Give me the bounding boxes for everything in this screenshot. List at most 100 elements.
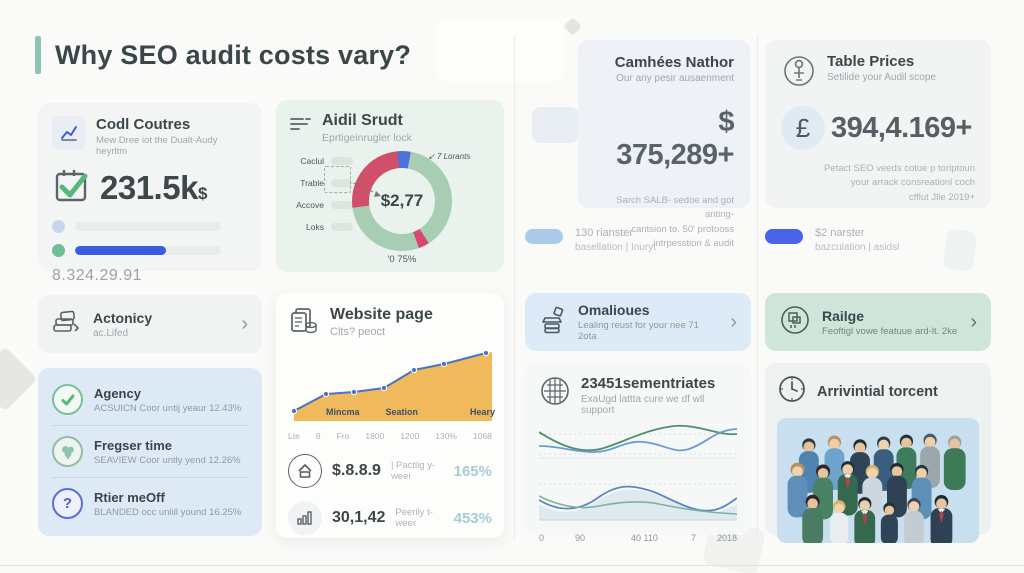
house-icon <box>288 454 322 488</box>
bullet-dot <box>52 244 65 257</box>
dashed-callout-box <box>324 166 351 193</box>
stat-percent: 165% <box>453 462 492 480</box>
stacked-boxes-icon <box>539 306 567 339</box>
x-tick: 2018 <box>716 533 737 543</box>
factor-title: Agency <box>94 385 141 401</box>
list-item-rtier[interactable]: ? Rtier meOff BLANDED occ unlill yound 1… <box>52 478 248 529</box>
column-divider <box>757 36 758 540</box>
area-chart-annotations: Mincma Seation Heary <box>288 407 496 417</box>
donut-legend: Caclul Trable Accove Loks <box>290 156 353 244</box>
x-axis-ticks: Lte 8 Fro 1800 1200 130% 1068 <box>288 431 492 441</box>
stat-line1: $2 narster <box>815 227 865 239</box>
cost-card: Codl Coutres Mew Dree iot the Dualt-Audy… <box>38 103 262 284</box>
x-tick: 0 <box>539 533 545 543</box>
line-chart-icon <box>52 116 86 150</box>
cost-card-title: Codl Coutres <box>96 116 191 133</box>
dashed-arrow <box>352 181 381 197</box>
cost-value: 231.5k$ <box>100 168 207 206</box>
area-chart-svg <box>290 349 492 421</box>
clock-icon <box>777 374 807 409</box>
x-tick: 1200 <box>400 431 420 441</box>
audit-chart-card: Aidil Srudt Eprtigeinrugler lock Caclul … <box>276 100 504 272</box>
documents-icon <box>288 306 320 343</box>
price-card-subtitle: Setilide your Audil scope <box>827 72 936 83</box>
legend-pill <box>331 179 353 187</box>
factor-desc: ACSUICN Coor untij yeaur 12.43% <box>94 402 242 414</box>
cost-card-subtitle: Mew Dree iot the Dualt-Audy heyrltm <box>96 135 218 157</box>
donut-center: $2,77 <box>369 168 435 234</box>
x-tick: 8 <box>315 431 321 441</box>
stat-label: Peerily t-weer <box>395 507 433 529</box>
gauge-icon <box>781 53 817 94</box>
stat-line1: 130 rianster <box>575 227 634 239</box>
railge-title: Railge <box>822 307 865 324</box>
legend-label: Accove <box>296 200 324 210</box>
chevron-right-icon[interactable]: › <box>730 311 737 333</box>
metrics-x-ticks: 0 90 40 110 7 2018 <box>539 533 737 543</box>
stat-line2: basellation | Inuryt <box>575 242 656 253</box>
list-item-fregser[interactable]: Fregser time SEAVIEW Coor untly yend 12.… <box>52 426 248 477</box>
chevron-right-icon[interactable]: › <box>241 313 248 335</box>
pound-icon: £ <box>781 106 825 150</box>
price-card: Table Prices Setilide your Audil scope £… <box>765 40 991 208</box>
assessment-title: Camhées Nathor <box>614 54 734 71</box>
calendar-check-icon <box>52 166 92 209</box>
progress-fill <box>75 246 166 255</box>
legend-label: Loks <box>306 222 324 232</box>
assessment-body: Sarch SALB- sedoe and got anting- cantsi… <box>616 195 734 249</box>
legend-pill <box>331 201 353 209</box>
website-card-title: Website page <box>330 306 433 323</box>
x-tick: 40 110 <box>630 533 658 543</box>
chevron-right-icon[interactable]: › <box>970 311 977 333</box>
area-chart: Mincma Seation Heary <box>288 349 496 428</box>
title-accent-bar <box>35 36 41 74</box>
globe-grid-icon <box>539 375 571 412</box>
website-stat-row: $.8.8.9 | Pactlig y-weei 165% <box>288 454 492 488</box>
stat-line2: bazculation | asidsl <box>815 242 900 253</box>
page-header: Why SEO audit costs vary? <box>35 36 411 74</box>
list-divider <box>52 477 248 478</box>
actonicy-card[interactable]: Actonicy ac.Lifed › <box>38 295 262 353</box>
donut-center-value: $2,77 <box>380 191 424 210</box>
x-tick: 90 <box>575 533 586 543</box>
line-chart-svg <box>538 424 738 521</box>
x-tick: Fro <box>336 431 350 441</box>
annotation-label: Heary <box>470 407 496 417</box>
crowd-front-row <box>802 494 953 543</box>
page-title: Why SEO audit costs vary? <box>55 39 412 70</box>
check-circle-icon <box>52 384 83 415</box>
machine-circle-icon <box>779 304 811 341</box>
audit-card-title: Aidil Srudt <box>322 112 403 129</box>
omalioues-subtitle: Lealing reust for your nee 71 2ota <box>578 320 699 342</box>
x-tick: 1068 <box>473 431 492 441</box>
money-stack-icon <box>52 310 82 339</box>
progress-track <box>75 222 221 231</box>
progress-track <box>75 246 221 255</box>
assessment-card: Camhées Nathor Our any pesir ausaenment … <box>578 40 750 249</box>
background-shape <box>435 20 565 82</box>
donut-annotation: ↙ 7 Lorants <box>428 152 471 161</box>
donut-footnote: '0 75% <box>387 254 417 265</box>
actonicy-subtitle: ac.Lifed <box>93 327 129 339</box>
factor-desc: BLANDED occ unlill yound 16.25% <box>94 506 242 518</box>
x-tick: 1800 <box>365 431 385 441</box>
website-card-subtitle: Clts? peoct <box>330 326 386 338</box>
card-tab-decoration <box>532 107 579 143</box>
stat-value: 30,1,42 <box>332 509 386 526</box>
donut-chart: $2,77 <box>352 151 452 251</box>
diamond-decoration <box>0 346 38 412</box>
list-item-agency[interactable]: Agency ACSUICN Coor untij yeaur 12.43% <box>52 374 248 425</box>
omalioues-card[interactable]: Omalioues Lealing reust for your nee 71 … <box>525 293 751 351</box>
diamond-decoration <box>563 17 582 36</box>
stat-value: $.8.8.9 <box>332 462 381 479</box>
footer-divider <box>0 565 1024 566</box>
legend-label: Trable <box>300 178 324 188</box>
metrics-subtitle: ExaUgd lattta cure we df wll support <box>581 394 705 416</box>
price-value: 394,4.169+ <box>831 111 972 144</box>
metrics-card: 23451sementriates ExaUgd lattta cure we … <box>525 363 751 543</box>
website-card: Website page Clts? peoct Mincma Seation … <box>276 293 504 538</box>
stat-row-right: $2 narster bazculation | asidsl <box>765 227 899 253</box>
list-divider <box>52 425 248 426</box>
railge-card[interactable]: Railge Feoftigl vowe featuue ard-lt. 2ke… <box>765 293 991 351</box>
bullet-dot <box>52 220 65 233</box>
